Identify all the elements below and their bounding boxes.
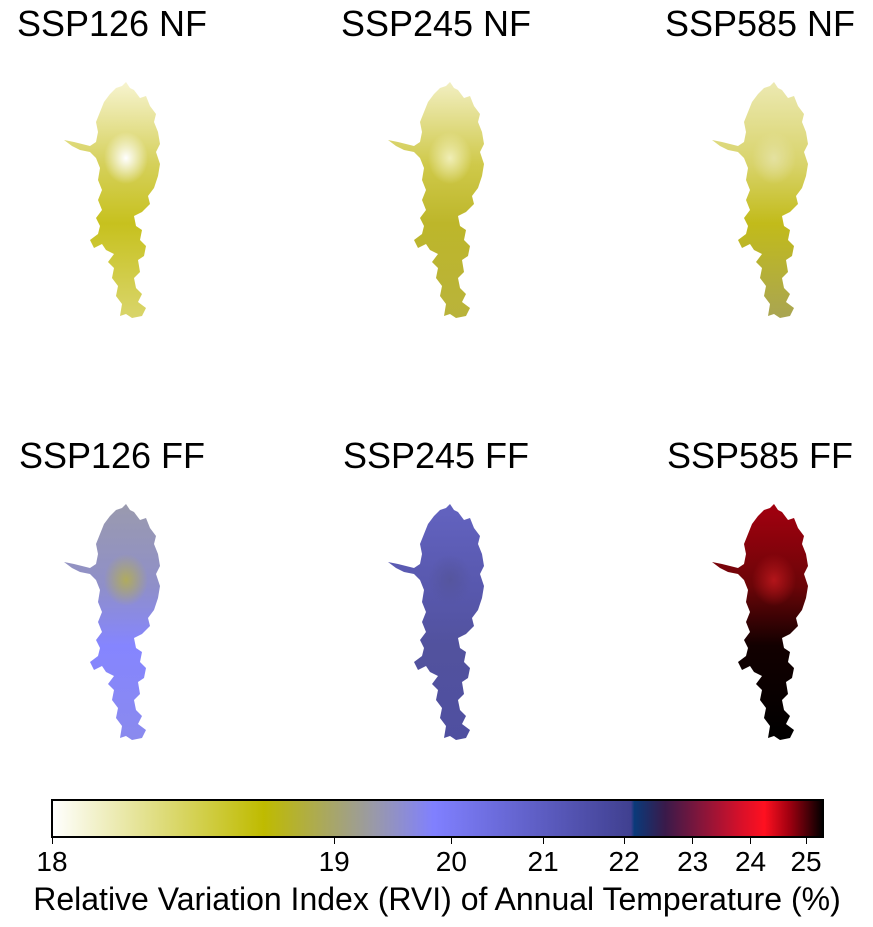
map-ssp126-nf	[64, 82, 160, 318]
reservoir-shape	[64, 504, 160, 740]
panel-title-ssp245-ff: SSP245 FF	[342, 435, 530, 476]
colorbar-tick-label: 24	[734, 846, 767, 877]
map-ssp585-nf	[712, 82, 808, 318]
hotspot-highlight	[428, 554, 472, 606]
hotspot-highlight	[104, 132, 148, 184]
reservoir-shape	[712, 82, 808, 318]
hotspot-highlight	[104, 554, 148, 606]
colorbar-tick-label: 23	[677, 846, 709, 877]
colorbar-tick-mark	[750, 838, 752, 844]
colorbar-tick-mark	[623, 838, 625, 844]
map-ssp585-ff	[712, 504, 808, 740]
map-ssp126-ff	[64, 504, 160, 740]
colorbar-tick-label: 22	[608, 846, 640, 877]
hotspot-highlight	[428, 132, 472, 184]
colorbar-tick-label: 25	[790, 846, 822, 877]
colorbar-tick-mark	[692, 838, 694, 844]
reservoir-shape	[64, 82, 160, 318]
reservoir-shape	[712, 504, 808, 740]
panel-title-ssp245-nf: SSP245 NF	[340, 3, 532, 44]
colorbar-tick-label: 18	[36, 846, 68, 877]
hotspot-highlight	[752, 554, 796, 606]
panel-title-ssp126-ff: SSP126 FF	[18, 435, 206, 476]
panel-title-ssp585-nf: SSP585 NF	[664, 3, 856, 44]
colorbar-tick-label: 20	[435, 846, 467, 877]
colorbar-gradient	[51, 799, 824, 838]
colorbar	[51, 799, 824, 838]
reservoir-shape	[388, 82, 484, 318]
colorbar-tick-mark	[542, 838, 544, 844]
colorbar-title: Relative Variation Index (RVI) of Annual…	[33, 881, 841, 917]
map-ssp245-ff	[388, 504, 484, 740]
colorbar-tick-label: 19	[318, 846, 350, 877]
reservoir-shape	[388, 504, 484, 740]
colorbar-tick-mark	[450, 838, 452, 844]
colorbar-tick-mark	[51, 838, 53, 844]
hotspot-highlight	[752, 132, 796, 184]
colorbar-tick-mark	[333, 838, 335, 844]
map-ssp245-nf	[388, 82, 484, 318]
panel-title-ssp126-nf: SSP126 NF	[16, 3, 208, 44]
colorbar-tick-mark	[805, 838, 807, 844]
colorbar-tick-label: 21	[527, 846, 559, 877]
panel-title-ssp585-ff: SSP585 FF	[666, 435, 854, 476]
